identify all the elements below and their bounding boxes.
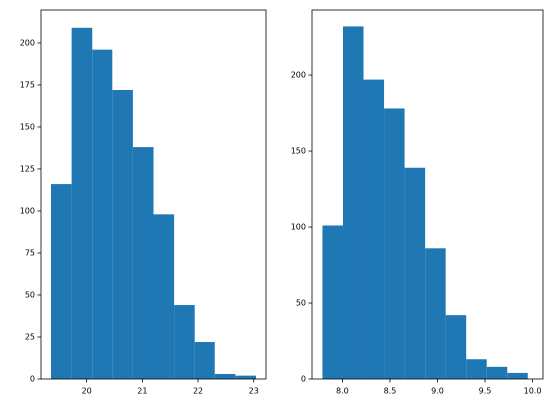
- x-tick-label: 9.0: [431, 387, 444, 396]
- bar: [92, 49, 113, 380]
- y-tick-label: 50: [25, 290, 35, 299]
- bar: [445, 315, 467, 379]
- y-tick-label: 0: [30, 375, 35, 384]
- y-tick-label: 200: [20, 38, 35, 47]
- bar: [214, 373, 236, 379]
- x-tick-label: 8.5: [384, 387, 397, 396]
- x-tick-label: 22: [193, 387, 203, 396]
- bar: [342, 26, 364, 379]
- bar: [194, 342, 215, 379]
- y-tick-label: 50: [296, 299, 306, 308]
- bar: [51, 184, 72, 379]
- bar: [404, 167, 426, 379]
- bar: [235, 375, 256, 379]
- y-tick-label: 150: [20, 122, 35, 131]
- x-tick-label: 9.5: [479, 387, 492, 396]
- x-tick-label: 10.0: [524, 387, 542, 396]
- y-tick-label: 150: [291, 147, 306, 156]
- bar: [363, 79, 385, 379]
- bar: [384, 108, 405, 380]
- y-tick-label: 100: [291, 223, 306, 232]
- bar: [507, 372, 528, 379]
- bar: [132, 147, 154, 379]
- y-tick-label: 100: [20, 206, 35, 215]
- bar: [486, 366, 508, 379]
- x-tick-label: 20: [82, 387, 92, 396]
- y-tick-label: 0: [301, 375, 306, 384]
- bar: [153, 214, 175, 379]
- x-tick-label: 21: [137, 387, 147, 396]
- y-tick-label: 75: [25, 248, 35, 257]
- bar: [71, 27, 93, 380]
- bar: [466, 359, 487, 379]
- axes-frame: [311, 9, 544, 380]
- bar: [174, 305, 195, 379]
- y-tick-label: 200: [291, 71, 306, 80]
- bar: [112, 89, 133, 379]
- y-tick-label: 175: [20, 80, 35, 89]
- x-tick-label: 23: [249, 387, 259, 396]
- bar: [425, 248, 446, 379]
- y-tick-label: 25: [25, 332, 35, 341]
- axes-frame: [40, 9, 267, 380]
- x-tick-label: 8.0: [336, 387, 349, 396]
- bar: [322, 225, 343, 379]
- y-tick-label: 125: [20, 164, 35, 173]
